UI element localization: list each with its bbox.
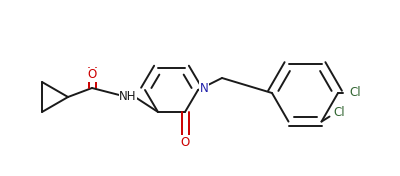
Text: N: N xyxy=(200,81,208,95)
Text: O: O xyxy=(87,68,97,81)
Text: Cl: Cl xyxy=(334,106,345,119)
Text: NH: NH xyxy=(119,90,137,103)
Text: Cl: Cl xyxy=(349,86,361,99)
Text: O: O xyxy=(180,136,190,149)
